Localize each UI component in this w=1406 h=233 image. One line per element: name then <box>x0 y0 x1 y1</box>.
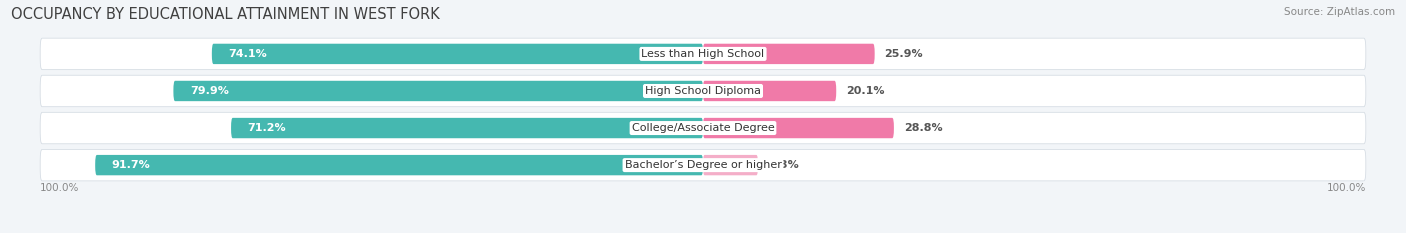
Text: Source: ZipAtlas.com: Source: ZipAtlas.com <box>1284 7 1395 17</box>
FancyBboxPatch shape <box>212 44 703 64</box>
Text: 91.7%: 91.7% <box>111 160 150 170</box>
Text: 71.2%: 71.2% <box>247 123 287 133</box>
Text: 79.9%: 79.9% <box>190 86 229 96</box>
Text: 20.1%: 20.1% <box>846 86 884 96</box>
Text: 28.8%: 28.8% <box>904 123 942 133</box>
FancyBboxPatch shape <box>41 112 1365 144</box>
FancyBboxPatch shape <box>703 81 837 101</box>
FancyBboxPatch shape <box>231 118 703 138</box>
FancyBboxPatch shape <box>41 38 1365 70</box>
FancyBboxPatch shape <box>173 81 703 101</box>
FancyBboxPatch shape <box>41 75 1365 107</box>
Text: College/Associate Degree: College/Associate Degree <box>631 123 775 133</box>
Text: High School Diploma: High School Diploma <box>645 86 761 96</box>
Text: Bachelor’s Degree or higher: Bachelor’s Degree or higher <box>624 160 782 170</box>
FancyBboxPatch shape <box>703 44 875 64</box>
FancyBboxPatch shape <box>703 155 758 175</box>
Text: 100.0%: 100.0% <box>41 183 80 193</box>
Text: OCCUPANCY BY EDUCATIONAL ATTAINMENT IN WEST FORK: OCCUPANCY BY EDUCATIONAL ATTAINMENT IN W… <box>11 7 440 22</box>
Text: Less than High School: Less than High School <box>641 49 765 59</box>
Text: 100.0%: 100.0% <box>1326 183 1365 193</box>
FancyBboxPatch shape <box>41 149 1365 181</box>
FancyBboxPatch shape <box>703 118 894 138</box>
Text: 74.1%: 74.1% <box>228 49 267 59</box>
Text: 25.9%: 25.9% <box>884 49 924 59</box>
FancyBboxPatch shape <box>96 155 703 175</box>
Text: 8.3%: 8.3% <box>768 160 799 170</box>
